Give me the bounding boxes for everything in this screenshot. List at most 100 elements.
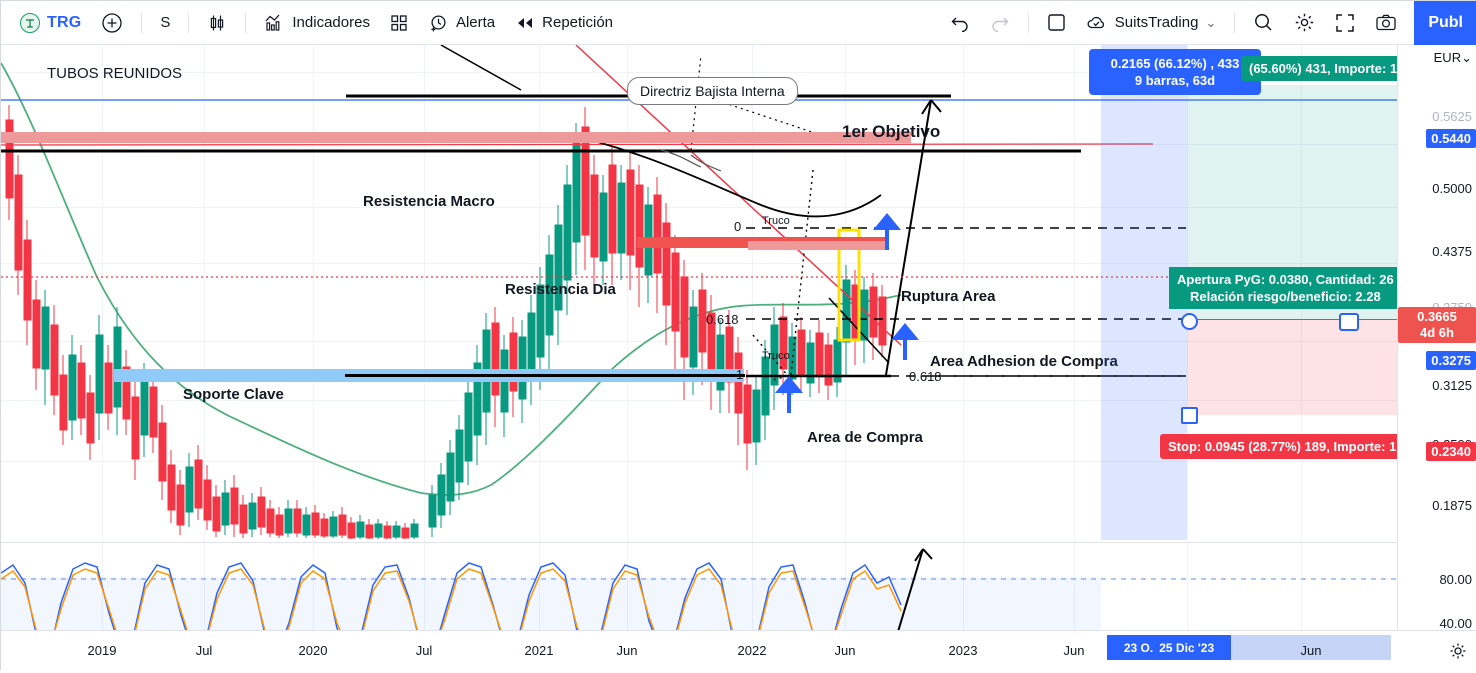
target-badge-line1: 0.2165 (66.12%) , 433: [1110, 56, 1240, 71]
layouts-button[interactable]: [381, 7, 417, 39]
projection-arrowhead: [921, 99, 942, 115]
position-info-box[interactable]: Apertura PyG: 0.0380, Cantidad: 26 Relac…: [1169, 267, 1397, 309]
toolbar-right-group: SuitsTrading ⌄: [941, 0, 1476, 45]
layout-square-button[interactable]: [1038, 7, 1075, 39]
currency-selector[interactable]: EUR⌄: [1434, 50, 1472, 66]
indicator-pane-stochastic[interactable]: [1, 542, 1397, 673]
stoch-tick-40: 40.00: [1439, 616, 1472, 631]
annotation-ruptura-area: Ruptura Area: [901, 288, 996, 305]
fib-label-0618: 0.618: [706, 312, 739, 327]
publish-button[interactable]: Publ: [1414, 0, 1476, 45]
toolbar-divider: [1234, 12, 1236, 33]
ticker-logo-icon: [20, 12, 40, 33]
grid-line-horizontal: [1, 461, 1397, 462]
grid-line-vertical: [1074, 45, 1075, 630]
price-tick: 0.1875: [1432, 498, 1472, 513]
price-tick: 0.4375: [1432, 244, 1472, 259]
grid-line-horizontal: [1, 263, 1397, 264]
time-tick: Jul: [415, 643, 433, 658]
entry-price-label[interactable]: 0.3275: [1426, 351, 1476, 370]
grid-line-vertical: [1301, 45, 1302, 630]
grid-line-vertical: [204, 45, 205, 630]
current-price-label[interactable]: 0.3665 4d 6h: [1398, 307, 1476, 343]
camera-icon: [1375, 13, 1397, 32]
redo-button[interactable]: [981, 7, 1019, 39]
undo-button[interactable]: [941, 7, 979, 39]
timescale-settings-icon[interactable]: [1449, 642, 1467, 660]
currency-label: EUR: [1433, 50, 1462, 65]
grid-line-horizontal: [1, 207, 1397, 208]
chart-layout-name-button[interactable]: SuitsTrading ⌄: [1077, 7, 1226, 39]
alert-button[interactable]: Alerta: [419, 7, 504, 39]
alarm-clock-icon: [428, 13, 449, 33]
toolbar-left-group: TRG S: [1, 7, 622, 39]
grid-line-vertical: [313, 45, 314, 630]
stop-handle[interactable]: [1181, 407, 1198, 424]
time-scale[interactable]: 23 O. 25 Dic '23 2019 Jul 2020 Jul 2021 …: [1, 630, 1476, 671]
callout-leader-2: [690, 154, 722, 172]
fib-label-0: 0: [734, 219, 742, 234]
stoch-tick-80: 80.00: [1439, 572, 1472, 587]
add-symbol-button[interactable]: [92, 7, 132, 39]
stop-badge[interactable]: Stop: 0.0945 (28.77%) 189, Importe: 1: [1160, 434, 1397, 459]
snapshot-button[interactable]: [1366, 7, 1406, 39]
timescale-selected-range[interactable]: 23 O. 25 Dic '23: [1107, 635, 1231, 660]
chart-style-button[interactable]: [198, 7, 236, 39]
ruptura-band: [748, 241, 889, 250]
grid-line-vertical: [424, 45, 425, 630]
callout-directriz-bajista[interactable]: Directriz Bajista Interna: [627, 77, 798, 105]
time-tick-future: Jun: [1300, 643, 1322, 658]
chevron-down-icon: ⌄: [1205, 14, 1217, 30]
risk-zone[interactable]: [1187, 320, 1397, 415]
fullscreen-icon: [1335, 13, 1355, 33]
layout-square-icon: [1047, 13, 1066, 32]
replay-label: Repetición: [542, 14, 614, 31]
candlesticks: [5, 105, 887, 539]
time-tick: Jun: [834, 643, 856, 658]
highlight-box: [837, 228, 861, 342]
time-tick: 2020: [298, 643, 328, 658]
indicators-icon: [264, 13, 285, 33]
chart-title: TUBOS REUNIDOS: [47, 65, 183, 82]
search-button[interactable]: [1244, 7, 1283, 39]
target-price-label[interactable]: 0.5440: [1426, 129, 1476, 148]
grid-layouts-icon: [390, 14, 408, 32]
indicators-button[interactable]: Indicadores: [255, 7, 379, 39]
fullscreen-button[interactable]: [1326, 7, 1364, 39]
target-badge-line2: 9 barras, 63d: [1134, 73, 1216, 88]
target-badge[interactable]: 0.2165 (66.12%) , 433 9 barras, 63d: [1089, 49, 1261, 95]
resistencia-macro-band: [1, 132, 911, 143]
fib-label-truco-bottom: Truco: [762, 350, 790, 362]
chart-pane[interactable]: TUBOS REUNIDOS: [1, 45, 1397, 630]
annotation-area-compra: Area de Compra: [807, 429, 923, 446]
annotation-1er-objetivo: 1er Objetivo: [842, 122, 941, 141]
chart-container: TUBOS REUNIDOS: [1, 45, 1476, 673]
time-tick: 2021: [524, 643, 554, 658]
price-tick: 0.3125: [1432, 378, 1472, 393]
toolbar-divider: [188, 12, 190, 33]
replay-button[interactable]: Repetición: [506, 7, 622, 39]
time-tick: Jun: [616, 643, 638, 658]
curve-annotation: [560, 132, 882, 218]
time-tick: 2023: [948, 643, 978, 658]
bullish-projection-line: [885, 99, 932, 376]
time-tick: Jul: [195, 643, 213, 658]
top-toolbar: TRG S: [1, 0, 1476, 45]
entry-handle[interactable]: [1181, 313, 1198, 330]
symbol-button[interactable]: TRG: [11, 7, 90, 39]
price-series-svg: [1, 45, 1397, 539]
cloud-layout-label: SuitsTrading: [1114, 14, 1199, 31]
replay-rewind-icon: [515, 15, 535, 31]
current-price-countdown: 4d 6h: [1420, 325, 1454, 340]
plus-circle-icon: [101, 12, 123, 34]
stop-price-label[interactable]: 0.2340: [1426, 442, 1476, 461]
chevron-down-icon: ⌄: [1461, 50, 1472, 65]
grid-line-vertical: [963, 45, 964, 630]
settings-button[interactable]: [1285, 7, 1324, 39]
profit-badge[interactable]: (65.60%) 431, Importe: 1: [1241, 56, 1397, 81]
gear-icon: [1294, 12, 1315, 33]
interval-button[interactable]: S: [151, 7, 179, 39]
entry-right-handle[interactable]: [1339, 313, 1359, 331]
